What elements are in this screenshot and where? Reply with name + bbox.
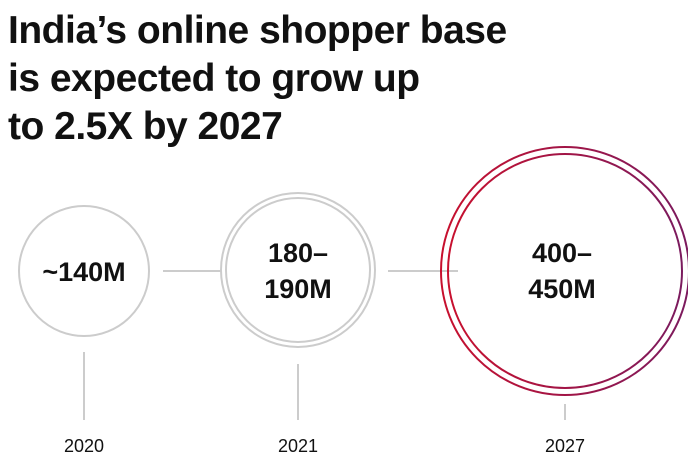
circle-outer: [440, 146, 688, 396]
node-label: 400–: [532, 238, 592, 268]
node-label: 180–: [268, 238, 328, 268]
title-line: to 2.5X by 2027: [8, 105, 282, 148]
circle-inner: [447, 153, 683, 389]
node-label: 450M: [528, 274, 596, 304]
year-label: 2021: [278, 436, 318, 456]
year-label: 2027: [545, 436, 585, 456]
circle-outer: [220, 192, 376, 348]
title-line: is expected to grow up: [8, 57, 420, 100]
title-line: India’s online shopper base: [8, 9, 507, 52]
node-label: 190M: [264, 274, 332, 304]
circle-inner: [225, 197, 371, 343]
year-label: 2020: [64, 436, 104, 456]
node-label: ~140M: [42, 257, 125, 287]
circle: [18, 205, 150, 337]
